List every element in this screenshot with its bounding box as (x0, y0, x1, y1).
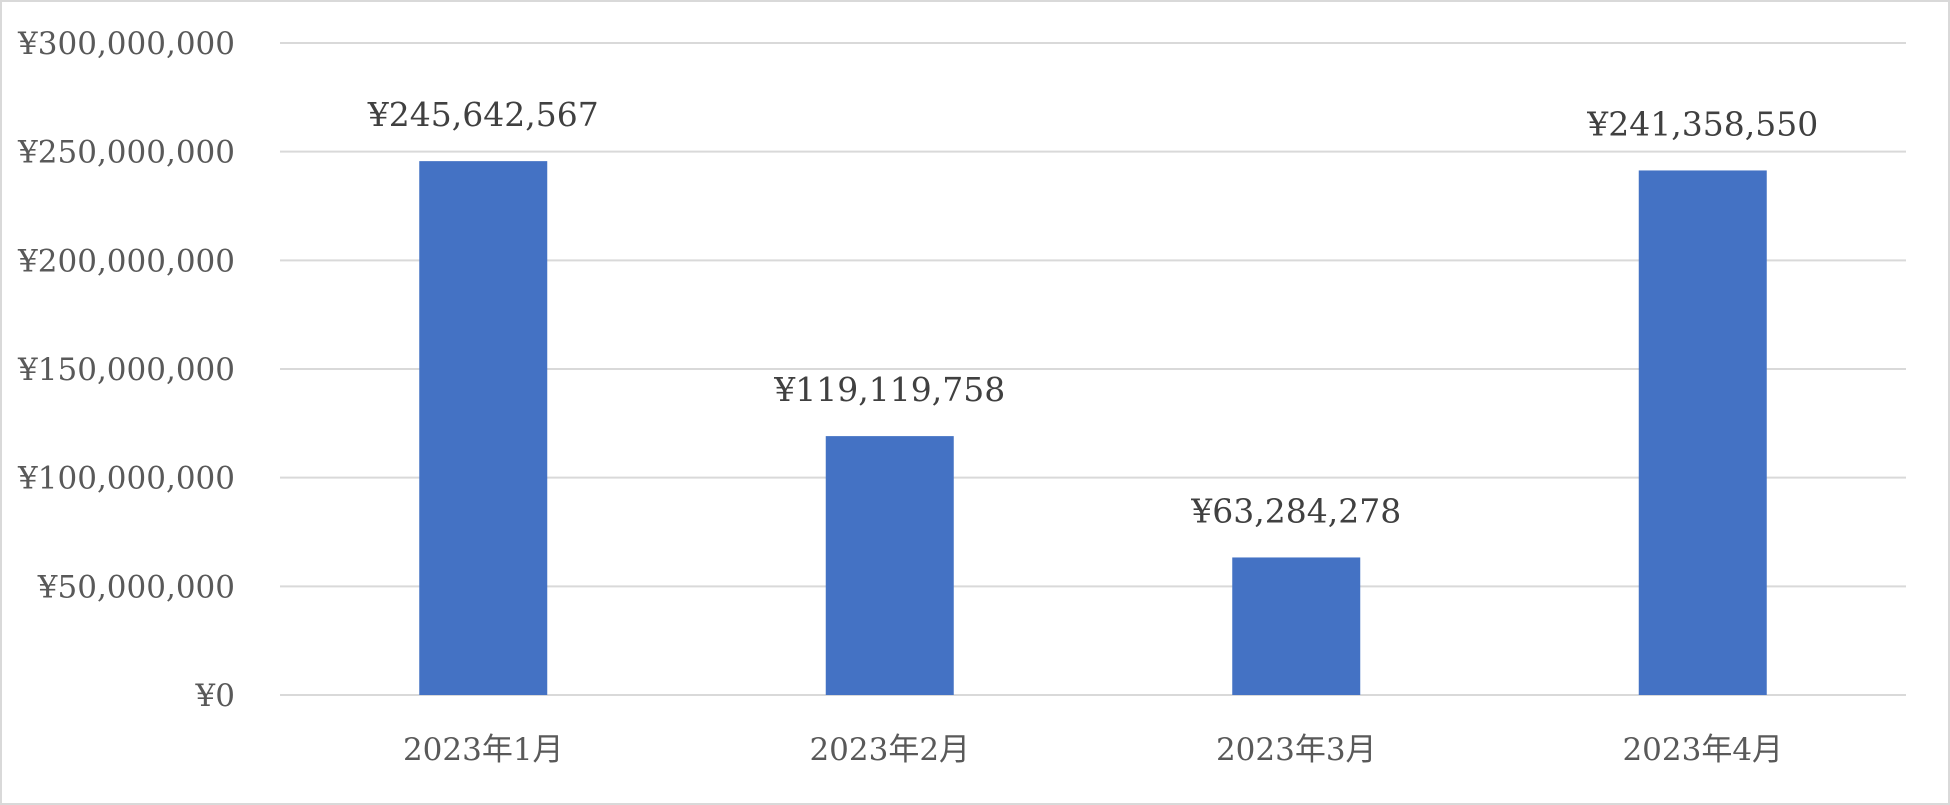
y-tick-label: ¥200,000,000 (17, 243, 235, 279)
y-tick-label: ¥250,000,000 (17, 135, 235, 171)
data-label: ¥119,119,758 (773, 370, 1005, 409)
data-labels: ¥245,642,567 ¥119,119,758 ¥63,284,278 ¥241,… (367, 95, 1818, 530)
gridlines (280, 42, 1906, 696)
x-category-label: 2023年3月 (1216, 732, 1377, 768)
data-label: ¥245,642,567 (367, 95, 599, 134)
x-category-label: 2023年4月 (1622, 732, 1783, 768)
x-category-label: 2023年1月 (403, 732, 564, 768)
x-axis-categories: 2023年1月 2023年2月 2023年3月 2023年4月 (403, 732, 1783, 768)
bar (1638, 170, 1767, 696)
y-axis-ticks: ¥0 ¥50,000,000 ¥100,000,000 ¥150,000,000 ¥20… (17, 26, 235, 714)
y-tick-label: ¥0 (195, 678, 235, 714)
bar (1232, 557, 1361, 695)
bar (825, 436, 954, 695)
bars (419, 161, 1767, 696)
x-category-label: 2023年2月 (809, 732, 970, 768)
y-tick-label: ¥50,000,000 (37, 569, 235, 605)
bar (419, 161, 548, 695)
y-tick-label: ¥150,000,000 (17, 352, 235, 388)
y-tick-label: ¥100,000,000 (17, 461, 235, 497)
y-tick-label: ¥300,000,000 (17, 26, 235, 62)
data-label: ¥63,284,278 (1190, 491, 1401, 530)
data-label: ¥241,358,550 (1586, 104, 1818, 143)
